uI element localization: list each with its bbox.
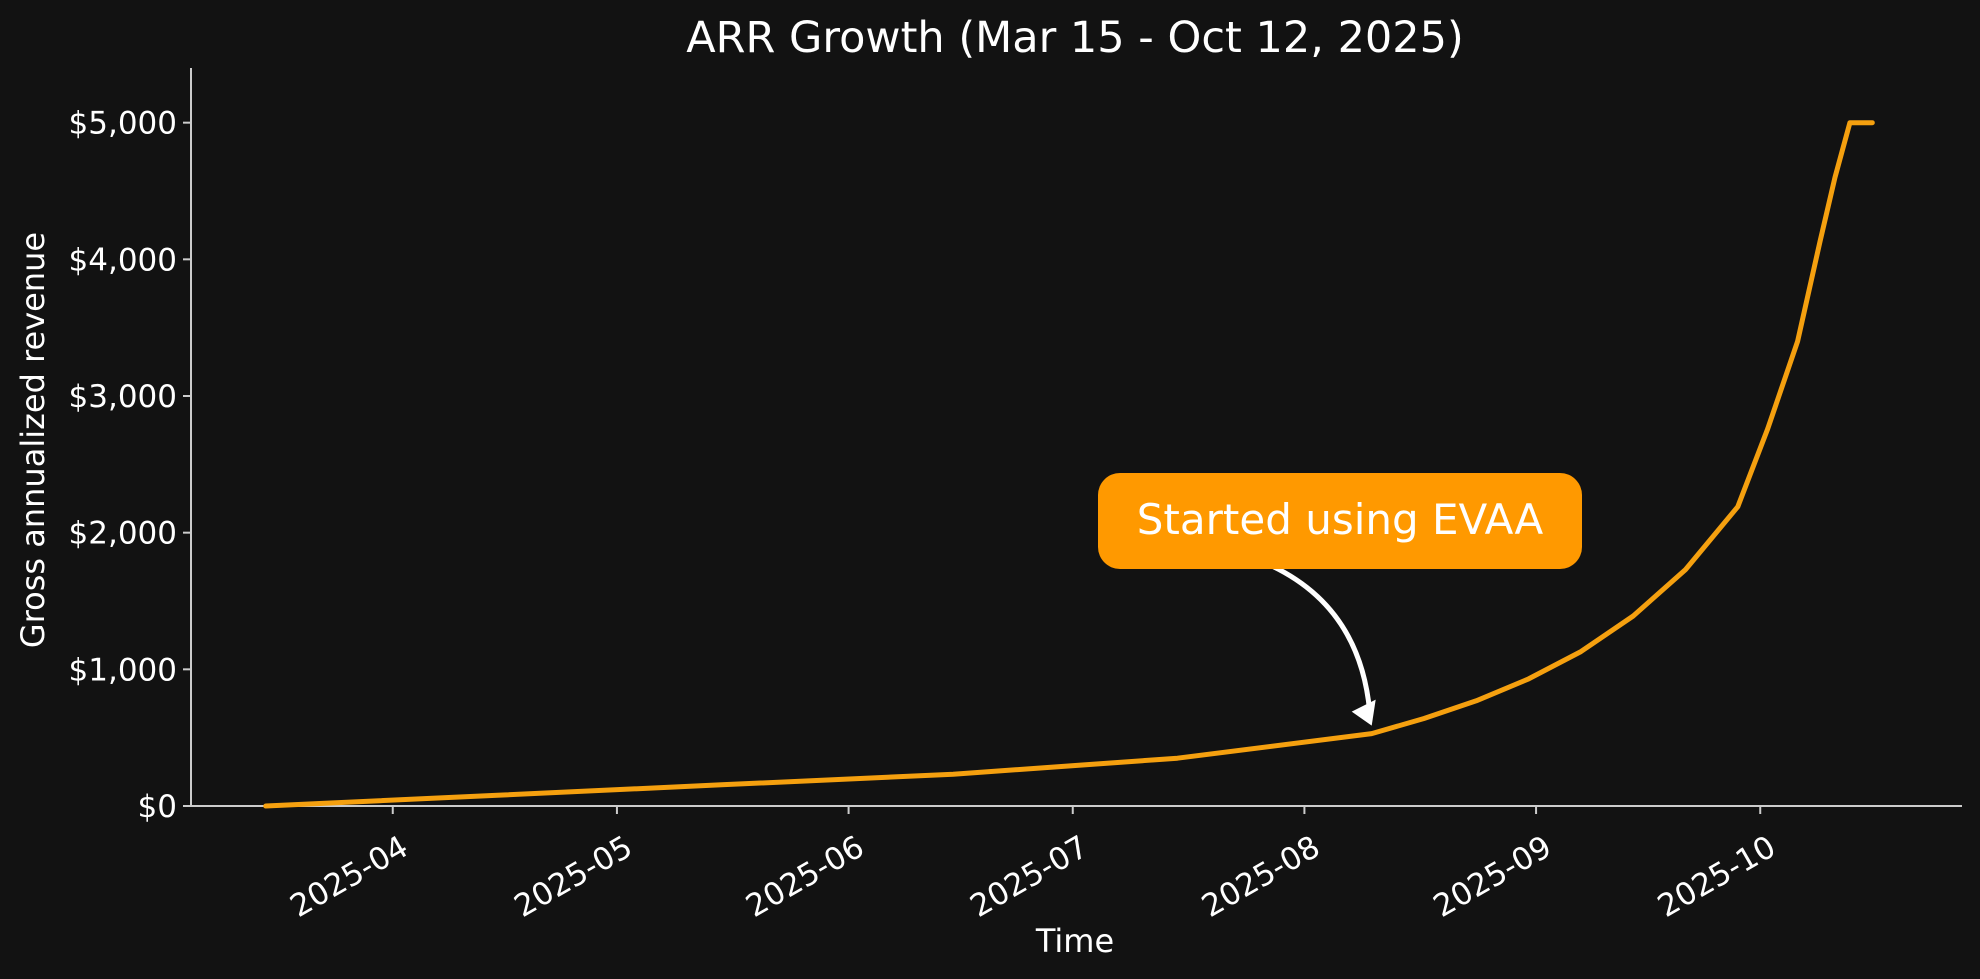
y-tick-label: $2,000 (69, 516, 177, 552)
y-tick-label: $1,000 (69, 652, 177, 688)
annotation-box (1098, 473, 1582, 569)
y-ticks: $0 $1,000 $2,000 $3,000 $4,000 $5,000 (69, 106, 191, 825)
annotation: Started using EVAA (1098, 473, 1582, 726)
y-tick-label: $3,000 (69, 379, 177, 415)
x-ticks: 2025-04 2025-05 2025-06 2025-07 2025-08 2025-… (284, 806, 1782, 925)
y-tick-label: $4,000 (69, 242, 177, 278)
annotation-arrowhead (1351, 699, 1376, 726)
y-tick-label: $0 (138, 789, 177, 825)
chart-title: ARR Growth (Mar 15 - Oct 12, 2025) (686, 13, 1464, 63)
x-tick-label: 2025-10 (1652, 829, 1782, 925)
annotation-arrow (1270, 563, 1373, 712)
x-tick-label: 2025-09 (1428, 829, 1558, 925)
y-tick-label: $5,000 (69, 106, 177, 142)
x-axis-label: Time (1035, 922, 1114, 960)
y-axis-label: Gross annualized revenue (14, 232, 52, 648)
x-tick-label: 2025-05 (508, 829, 638, 925)
x-tick-label: 2025-07 (964, 829, 1094, 925)
x-tick-label: 2025-06 (740, 829, 870, 925)
x-tick-label: 2025-04 (284, 829, 414, 925)
arr-series-line (263, 120, 1875, 809)
x-tick-label: 2025-08 (1196, 829, 1326, 925)
annotation-text: Started using EVAA (1137, 495, 1544, 544)
